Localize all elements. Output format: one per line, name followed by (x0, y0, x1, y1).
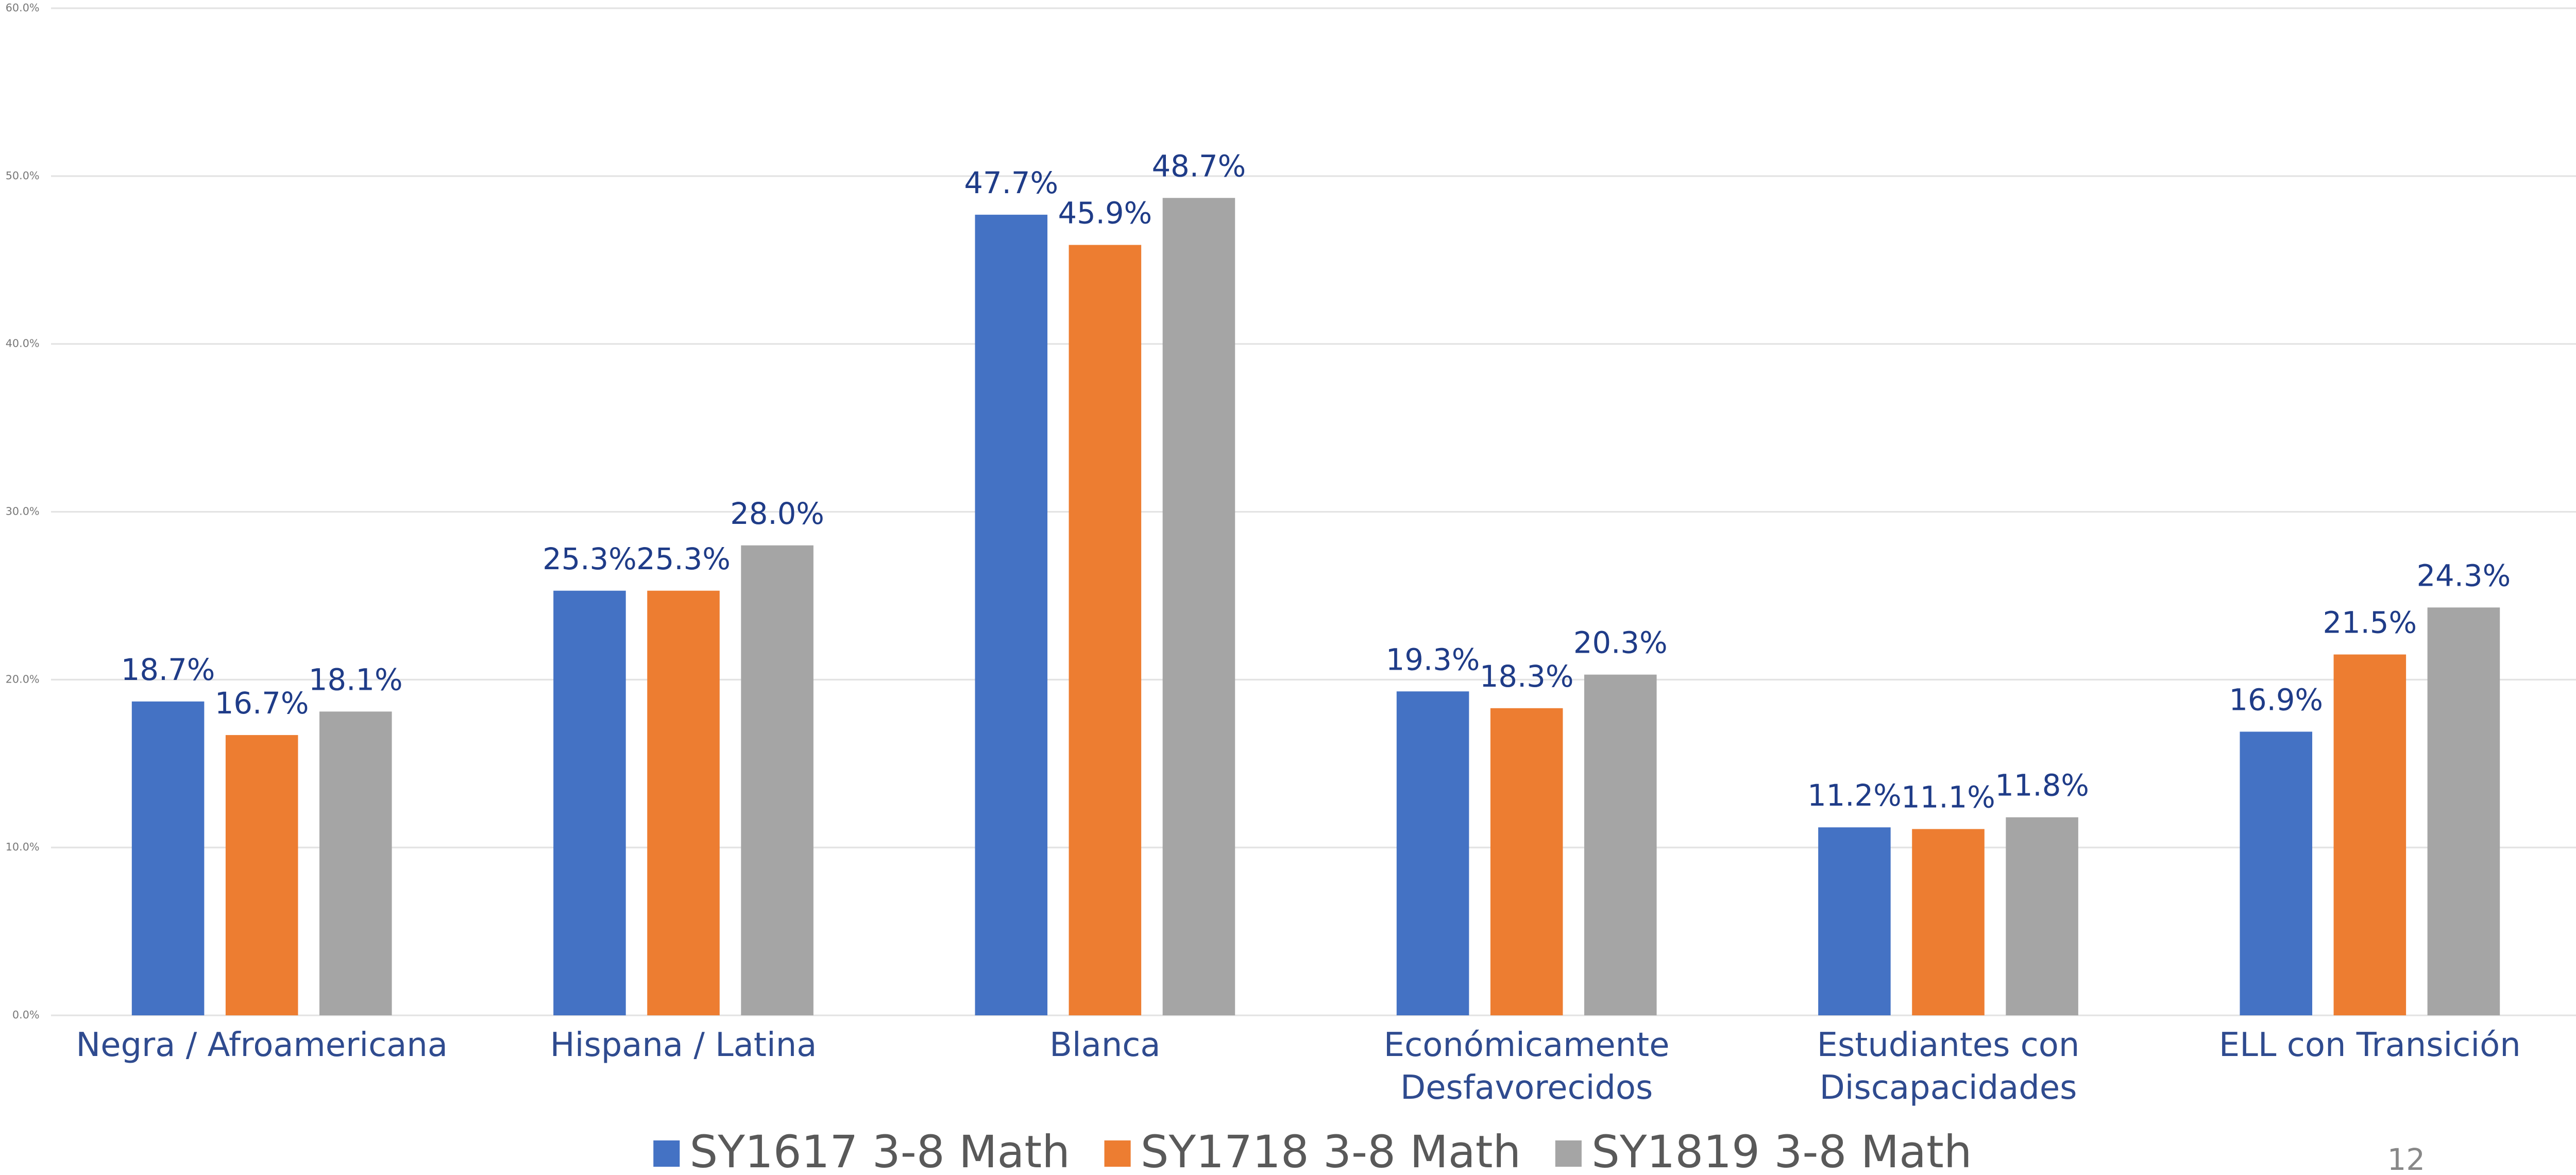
bar (975, 214, 1048, 1016)
data-label: 11.1% (1901, 780, 1995, 815)
x-tick-label: Económicamente Desfavorecidos (1384, 1026, 1670, 1106)
bar (131, 701, 205, 1016)
bar (225, 735, 298, 1016)
y-tick-label: 0.0% (12, 1009, 40, 1021)
y-tick-label: 20.0% (6, 673, 40, 685)
data-label: 16.7% (215, 686, 309, 721)
legend-label: SY1617 3-8 Math (690, 1127, 1070, 1175)
x-tick-label: ELL con Transición (2219, 1026, 2521, 1064)
data-label: 21.5% (2323, 606, 2417, 640)
data-label: 28.0% (730, 497, 824, 531)
bar (1162, 198, 1235, 1016)
bar (2427, 607, 2500, 1016)
data-label: 24.3% (2417, 558, 2511, 593)
data-label: 47.7% (964, 166, 1058, 200)
data-label: 18.7% (121, 653, 215, 687)
y-tick-label: 30.0% (6, 505, 40, 518)
page-number: 12 (2387, 1143, 2425, 1175)
x-tick-label: Negra / Afroamericana (76, 1026, 448, 1064)
x-tick-label: Estudiantes con Discapacidades (1817, 1026, 2080, 1106)
data-label: 18.1% (309, 662, 403, 697)
legend-label: SY1718 3-8 Math (1141, 1127, 1521, 1175)
bar (1584, 674, 1657, 1016)
y-tick-label: 40.0% (6, 337, 40, 350)
legend-label: SY1819 3-8 Math (1591, 1127, 1972, 1175)
bar (1912, 829, 1985, 1016)
data-label: 18.3% (1480, 659, 1574, 694)
y-tick-label: 60.0% (6, 2, 40, 14)
data-label: 25.3% (543, 542, 637, 576)
data-label: 11.2% (1807, 778, 1902, 813)
bar (1396, 691, 1469, 1016)
data-label: 20.3% (1573, 626, 1668, 660)
bar (2333, 654, 2406, 1016)
legend-swatch (1555, 1140, 1582, 1167)
bar (1069, 245, 1142, 1016)
x-tick-label: Hispana / Latina (550, 1026, 817, 1064)
bar (2006, 817, 2078, 1016)
bar (319, 711, 392, 1016)
legend-swatch (653, 1140, 680, 1167)
data-label: 19.3% (1386, 642, 1480, 677)
data-label: 45.9% (1058, 196, 1153, 231)
data-label: 16.9% (2229, 683, 2323, 718)
x-tick-label: Blanca (1049, 1026, 1160, 1064)
y-tick-label: 50.0% (6, 169, 40, 182)
legend-swatch (1104, 1140, 1131, 1167)
bar (553, 590, 626, 1016)
bar (647, 590, 720, 1016)
data-label: 11.8% (1995, 769, 2089, 803)
data-label: 25.3% (636, 542, 731, 576)
bar (1818, 827, 1891, 1016)
bar (2240, 731, 2313, 1016)
bar (741, 545, 814, 1016)
bar (1490, 708, 1563, 1016)
y-tick-label: 10.0% (6, 841, 40, 853)
data-label: 48.7% (1152, 149, 1246, 183)
